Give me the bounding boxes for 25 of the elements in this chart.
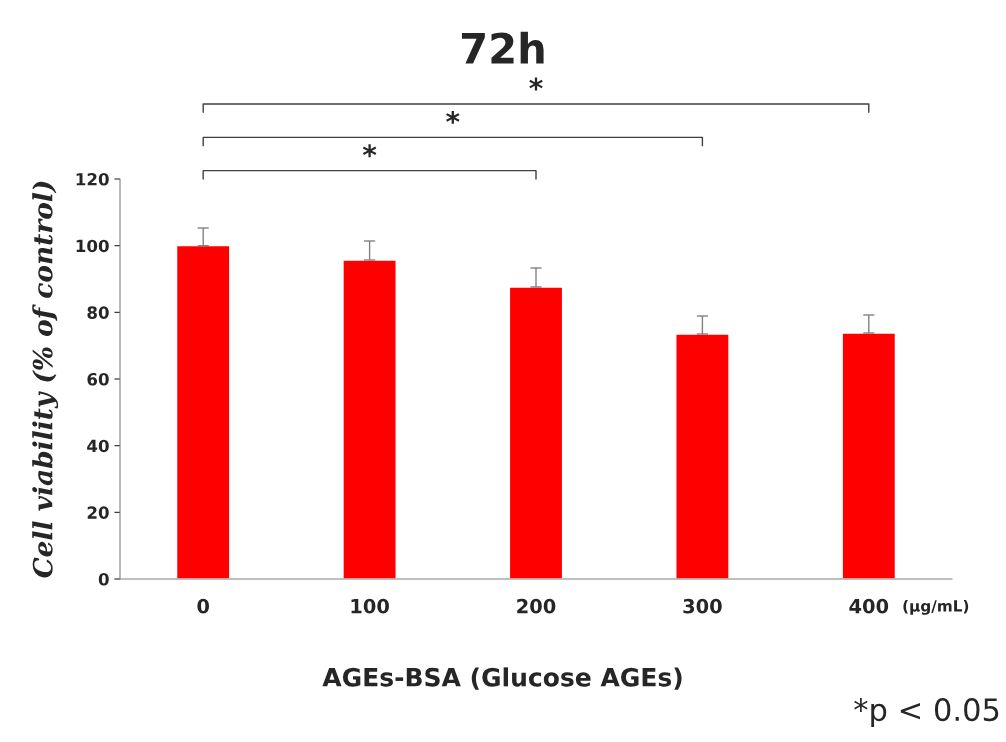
bar — [841, 332, 897, 579]
text: * — [446, 110, 460, 124]
x-tick-label: 400 — [849, 598, 889, 614]
bar — [508, 286, 564, 579]
x-tick-label: 300 — [683, 598, 722, 614]
bar — [342, 259, 397, 579]
y-tick-label: 20 — [87, 506, 109, 519]
x-tick-label: 0 — [197, 598, 210, 614]
bar — [675, 333, 730, 579]
text: (μg/mL) — [903, 599, 969, 615]
text: * — [362, 144, 377, 158]
y-tick-label: 40 — [87, 439, 109, 453]
x-axis-title: AGEs-BSA (Glucose AGEs) — [322, 667, 682, 690]
bar — [175, 244, 231, 579]
text: * — [529, 77, 543, 91]
y-tick-label: 100 — [76, 239, 109, 253]
text: *p < 0.05 — [854, 698, 999, 728]
chart-title: 72h — [461, 31, 544, 64]
x-tick-label: 100 — [351, 598, 389, 614]
x-tick-label: 200 — [517, 598, 556, 614]
y-axis-title: Cell viability (% of control) — [32, 181, 59, 578]
y-tick-label: 120 — [76, 172, 109, 186]
y-tick-label: 80 — [87, 306, 109, 319]
y-tick-label: 0 — [98, 572, 109, 586]
y-tick-label: 60 — [87, 372, 109, 386]
